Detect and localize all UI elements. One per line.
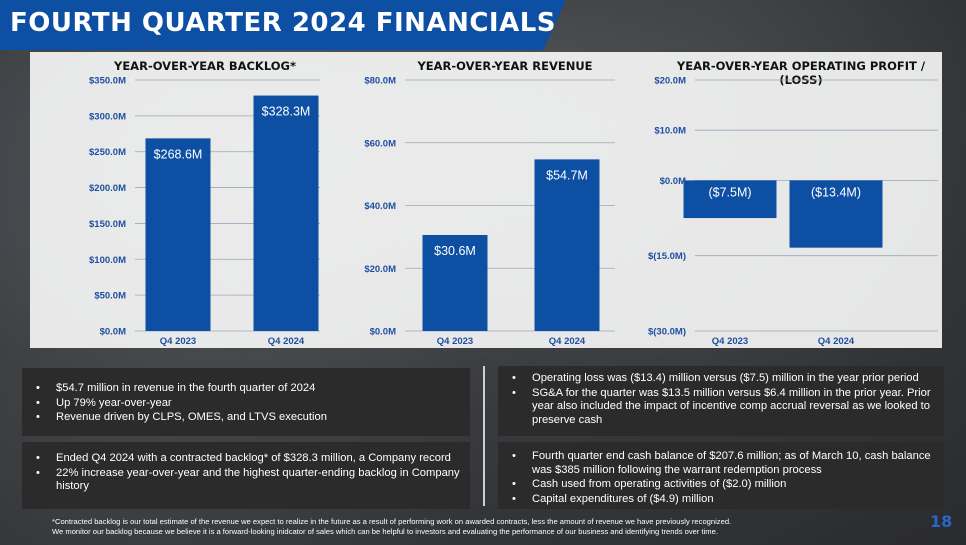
backlog-chart: Year-over-Year Backlog* $0.0M $50.0M $100.… — [30, 52, 330, 348]
list-item: Ended Q4 2024 with a contracted backlog*… — [34, 452, 460, 466]
y-tick-label: $50.0M — [94, 291, 126, 302]
x-tick-label: Q4 2024 — [268, 336, 305, 347]
title-banner — [0, 0, 566, 50]
x-tick-label: Q4 2023 — [437, 336, 473, 347]
y-tick-label: $20.0M — [364, 264, 396, 275]
y-tick-label: $80.0M — [364, 76, 396, 87]
list-item: Fourth quarter end cash balance of $207.… — [510, 450, 934, 477]
list-item: Operating loss was ($13.4) million versu… — [510, 372, 934, 386]
bar — [789, 180, 883, 248]
y-tick-label: $(15.0M) — [648, 251, 686, 262]
bar — [253, 95, 319, 331]
data-label: $268.6M — [154, 147, 203, 161]
footnote-line-1: *Contracted backlog is our total estimat… — [52, 517, 732, 526]
operating-chart: Year-over-Year Operating Profit / (Loss)… — [620, 52, 942, 348]
list-item: Cash used from operating activities of (… — [510, 478, 934, 492]
footnote-line-2: We monitor our backlog because we believ… — [52, 527, 718, 536]
cash-summary-box: Fourth quarter end cash balance of $207.… — [498, 442, 944, 509]
backlog-chart-svg: $0.0M $50.0M $100.0M $150.0M $200.0M $250.0M $… — [89, 76, 320, 347]
y-tick-label: $350.0M — [89, 76, 126, 87]
bar — [422, 234, 488, 331]
y-tick-label: $40.0M — [364, 201, 396, 212]
list-item: Capital expenditures of ($4.9) million — [510, 493, 934, 507]
data-label: ($7.5M) — [708, 185, 751, 199]
data-label: ($13.4M) — [811, 185, 861, 199]
page-number: 18 — [930, 512, 953, 531]
backlog-chart-title: Year-over-Year Backlog* — [114, 59, 296, 73]
y-tick-label: $0.0M — [660, 176, 686, 187]
operating-chart-svg: $(30.0M) $(15.0M) $0.0M $10.0M $20.0M ($7.5M)… — [648, 76, 938, 347]
data-label: $328.3M — [262, 105, 311, 119]
list-item: SG&A for the quarter was $13.5 million v… — [510, 387, 934, 428]
y-tick-label: $300.0M — [89, 111, 126, 122]
list-item: Up 79% year-over-year — [34, 397, 460, 411]
x-tick-label: Q4 2023 — [160, 336, 196, 347]
slide-title: Fourth Quarter 2024 Financials — [10, 8, 556, 38]
charts-panel: Year-over-Year Backlog* $0.0M $50.0M $100.… — [30, 52, 942, 348]
operating-summary-box: Operating loss was ($13.4) million versu… — [498, 366, 944, 436]
data-label: $30.6M — [434, 244, 476, 258]
bar — [534, 159, 600, 331]
y-tick-label: $(30.0M) — [648, 327, 686, 338]
revenue-summary-box: $54.7 million in revenue in the fourth q… — [22, 368, 470, 436]
y-tick-label: $60.0M — [364, 138, 396, 149]
footnote: *Contracted backlog is our total estimat… — [52, 517, 912, 537]
x-tick-label: Q4 2024 — [818, 336, 855, 347]
bar — [683, 180, 777, 219]
revenue-chart: Year-over-Year Revenue $0.0M $20.0M $40.0M… — [330, 52, 620, 348]
y-tick-label: $200.0M — [89, 183, 126, 194]
x-tick-label: Q4 2024 — [549, 336, 586, 347]
y-tick-label: $0.0M — [100, 327, 126, 338]
x-tick-label: Q4 2023 — [712, 336, 748, 347]
y-tick-label: $250.0M — [89, 147, 126, 158]
list-item: $54.7 million in revenue in the fourth q… — [34, 382, 460, 396]
y-tick-label: $10.0M — [654, 126, 686, 137]
list-item: Revenue driven by CLPS, OMES, and LTVS e… — [34, 411, 460, 425]
data-label: $54.7M — [546, 168, 588, 182]
revenue-chart-svg: $0.0M $20.0M $40.0M $60.0M $80.0M $30.6M Q4 20… — [364, 76, 615, 347]
y-tick-label: $150.0M — [89, 219, 126, 230]
backlog-summary-box: Ended Q4 2024 with a contracted backlog*… — [22, 442, 470, 509]
divider — [483, 366, 485, 506]
revenue-chart-title: Year-over-Year Revenue — [417, 59, 593, 73]
list-item: 22% increase year-over-year and the high… — [34, 467, 460, 494]
y-tick-label: $100.0M — [89, 255, 126, 266]
bar — [145, 138, 211, 331]
y-tick-label: $0.0M — [370, 327, 396, 338]
y-tick-label: $20.0M — [654, 76, 686, 87]
